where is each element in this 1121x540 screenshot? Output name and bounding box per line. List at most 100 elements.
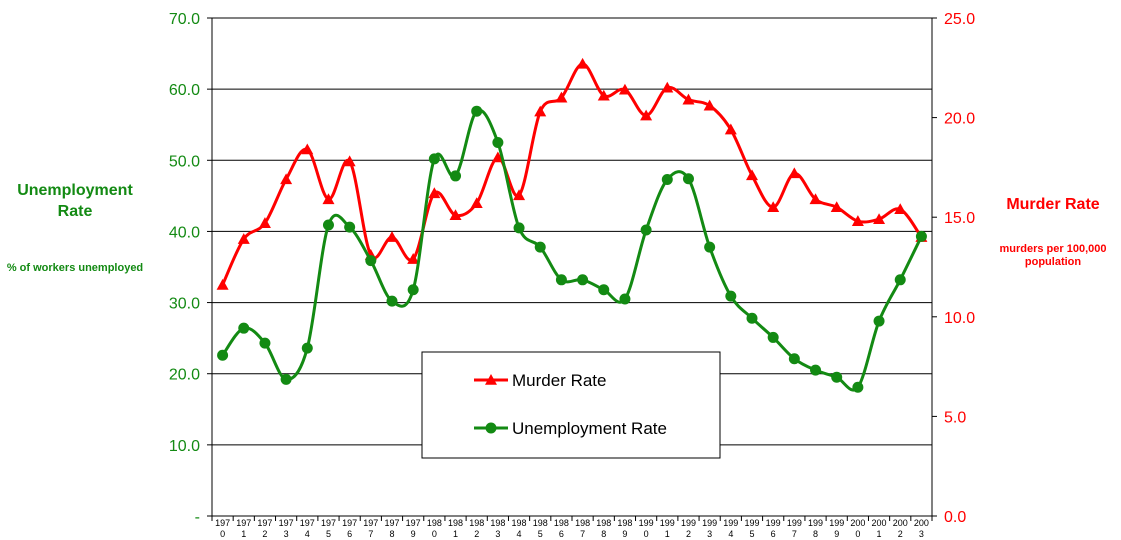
x-tick-label-3: 197 <box>279 518 294 528</box>
murder-rate-point-8 <box>386 231 398 242</box>
x-tick-label-21: 199 <box>660 518 675 528</box>
murder-rate-point-5 <box>322 193 335 205</box>
murder-rate-point-15 <box>534 105 547 117</box>
x-tick-label-1: 197 <box>236 518 251 528</box>
x-tick-label-16: 198 <box>554 518 569 528</box>
left-tick-label-3: 30.0 <box>169 296 200 313</box>
unemployment-rate-point-32 <box>894 274 906 286</box>
x-tick-sublabel-24: 4 <box>728 529 733 539</box>
x-tick-sublabel-2: 2 <box>262 529 267 539</box>
x-tick-sublabel-5: 5 <box>326 529 331 539</box>
unemployment-rate-point-21 <box>661 173 673 185</box>
x-tick-label-12: 198 <box>469 518 484 528</box>
murder-rate-point-30 <box>851 215 864 226</box>
x-tick-sublabel-21: 1 <box>665 529 670 539</box>
x-tick-sublabel-22: 2 <box>686 529 691 539</box>
x-tick-sublabel-33: 3 <box>919 529 924 539</box>
x-tick-sublabel-13: 3 <box>495 529 500 539</box>
left-tick-label-1: 10.0 <box>169 438 200 455</box>
x-tick-sublabel-23: 3 <box>707 529 712 539</box>
murder-rate-point-17 <box>576 57 589 69</box>
x-tick-label-5: 197 <box>321 518 336 528</box>
murder-rate-point-32 <box>894 203 907 215</box>
unemployment-rate-line <box>221 108 923 392</box>
unemployment-rate-point-12 <box>471 105 483 117</box>
unemployment-rate-point-7 <box>365 255 377 267</box>
murder-rate-point-4 <box>301 143 314 155</box>
left-axis-subtitle: % of workers unemployed <box>6 262 144 274</box>
murder-rate-point-22 <box>682 93 695 105</box>
x-tick-sublabel-26: 6 <box>771 529 776 539</box>
legend-box <box>421 351 721 459</box>
x-tick-label-31: 200 <box>872 518 887 528</box>
right-tick-label-1: 5.0 <box>944 409 966 426</box>
x-tick-sublabel-12: 2 <box>474 529 479 539</box>
right-tick-label-5: 25.0 <box>944 11 975 28</box>
unemployment-rate-point-28 <box>810 364 822 376</box>
unemployment-rate-point-8 <box>386 295 398 307</box>
left-tick-label-7: 70.0 <box>169 11 200 28</box>
x-tick-label-28: 199 <box>808 518 823 528</box>
unemployment-rate-point-33 <box>915 230 927 242</box>
x-tick-sublabel-14: 4 <box>517 529 522 539</box>
x-tick-sublabel-1: 1 <box>241 529 246 539</box>
legend-label-murder-rate: Murder Rate <box>512 371 606 390</box>
x-tick-sublabel-15: 5 <box>538 529 543 539</box>
unemployment-rate-point-14 <box>513 222 525 234</box>
x-tick-sublabel-4: 4 <box>305 529 310 539</box>
x-tick-label-27: 199 <box>787 518 802 528</box>
left-tick-label-4: 40.0 <box>169 224 200 241</box>
unemployment-rate-point-4 <box>301 342 313 354</box>
murder-rate-line <box>221 62 923 286</box>
murder-rate-point-12 <box>470 197 483 209</box>
murder-rate-point-31 <box>873 213 886 224</box>
unemployment-rate-point-17 <box>577 274 589 286</box>
x-tick-sublabel-17: 7 <box>580 529 585 539</box>
murder-rate-point-9 <box>407 253 420 264</box>
x-tick-sublabel-0: 0 <box>220 529 225 539</box>
murder-rate-point-21 <box>661 81 674 93</box>
unemployment-rate-point-3 <box>280 373 292 385</box>
murder-rate-point-13 <box>491 151 504 163</box>
murder-rate-point-23 <box>703 99 716 111</box>
x-tick-label-14: 198 <box>512 518 527 528</box>
x-tick-sublabel-19: 9 <box>622 529 627 539</box>
x-tick-sublabel-25: 5 <box>749 529 754 539</box>
left-tick-label-0: - <box>195 509 200 526</box>
unemployment-rate-point-5 <box>322 219 334 231</box>
x-tick-label-23: 199 <box>702 518 717 528</box>
x-tick-sublabel-31: 1 <box>877 529 882 539</box>
murder-rate-point-18 <box>597 89 610 101</box>
x-tick-label-0: 197 <box>215 518 230 528</box>
x-tick-sublabel-32: 2 <box>898 529 903 539</box>
left-tick-label-6: 60.0 <box>169 82 200 99</box>
x-tick-label-10: 198 <box>427 518 442 528</box>
murder-rate-point-2 <box>258 217 271 228</box>
right-axis-title: Murder Rate <box>1006 196 1100 213</box>
murder-rate-point-1 <box>237 233 250 244</box>
x-tick-label-24: 199 <box>723 518 738 528</box>
x-tick-label-7: 197 <box>363 518 378 528</box>
murder-rate-point-26 <box>767 201 780 213</box>
unemployment-rate-point-1 <box>238 322 250 334</box>
x-tick-label-8: 197 <box>384 518 399 528</box>
unemployment-rate-point-0 <box>217 349 229 361</box>
x-tick-sublabel-9: 9 <box>411 529 416 539</box>
murder-rate-point-20 <box>640 109 653 121</box>
x-tick-label-29: 199 <box>829 518 844 528</box>
x-tick-label-9: 197 <box>406 518 421 528</box>
left-tick-label-2: 20.0 <box>169 367 200 384</box>
murder-rate-point-29 <box>830 201 843 213</box>
murder-rate-point-24 <box>724 123 737 135</box>
unemployment-rate-point-23 <box>704 241 716 253</box>
x-tick-sublabel-7: 7 <box>368 529 373 539</box>
x-tick-label-19: 198 <box>617 518 632 528</box>
x-tick-label-22: 199 <box>681 518 696 528</box>
murder-rate-point-3 <box>280 173 293 185</box>
x-tick-label-18: 198 <box>596 518 611 528</box>
unemployment-rate-point-13 <box>492 137 504 148</box>
x-tick-sublabel-11: 1 <box>453 529 458 539</box>
x-tick-label-4: 197 <box>300 518 315 528</box>
x-tick-sublabel-16: 6 <box>559 529 564 539</box>
